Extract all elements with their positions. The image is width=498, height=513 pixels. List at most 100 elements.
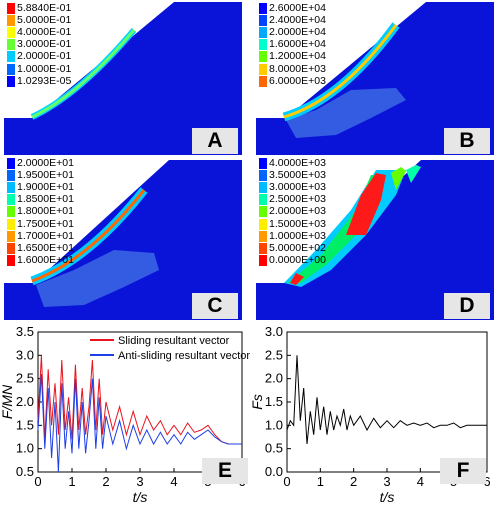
- legend-label: 1.8500E+01: [17, 193, 74, 206]
- legend-swatch: [259, 230, 267, 242]
- legend-entry: 2.0000E+04: [259, 26, 326, 38]
- legend-entry: 1.8000E+01: [7, 206, 74, 218]
- x-tick-label: 3: [136, 474, 143, 489]
- panel-c: 2.0000E+01 1.9500E+01 1.9000E+01 1.8500E+01…: [4, 155, 242, 320]
- y-tick-label: 3.0: [265, 324, 283, 339]
- panel-b: 2.6000E+04 2.4000E+04 2.0000E+04 1.6000E+04…: [256, 0, 494, 155]
- legend-label: 2.6000E+04: [269, 1, 326, 14]
- legend-label: 2.0000E-01: [17, 50, 72, 63]
- y-tick-label: 2.0: [16, 394, 34, 409]
- legend-entry: 1.7500E+01: [7, 218, 74, 230]
- series-line: [37, 355, 242, 445]
- contour-plot-d: [256, 160, 494, 320]
- legend-entry: 1.7000E+01: [7, 230, 74, 242]
- series-line: [286, 355, 487, 445]
- legend-entry: 3.0000E+03: [259, 181, 326, 193]
- legend-label: 1.6500E+01: [17, 241, 74, 254]
- legend-swatch: [7, 14, 15, 26]
- legend-entry: 1.5000E+03: [259, 218, 326, 230]
- legend-label: 3.0000E+03: [269, 180, 326, 193]
- legend-swatch: [259, 242, 267, 254]
- y-tick-label: 1.0: [265, 417, 283, 432]
- legend-swatch: [7, 194, 15, 206]
- legend-entry: 3.5000E+03: [259, 169, 326, 181]
- x-tick-label: 0: [283, 474, 290, 489]
- legend-entry: 3.0000E-01: [7, 39, 71, 51]
- panel-a: 5.8840E-01 5.0000E-01 4.0000E-01 3.0000E-01…: [4, 0, 242, 155]
- legend-label: 0.0000E+00: [269, 254, 326, 267]
- legend-swatch: [7, 51, 15, 63]
- x-tick-label: 2: [350, 474, 357, 489]
- legend-label: 1.9500E+01: [17, 168, 74, 181]
- legend-label: 6.0000E+03: [269, 74, 326, 87]
- legend-label: 5.0000E-01: [17, 13, 72, 26]
- x-tick-label: 2: [102, 474, 109, 489]
- legend-label: Anti-sliding resultant vector: [118, 350, 250, 362]
- x-axis-label: t/s: [380, 489, 395, 505]
- legend-swatch: [7, 242, 15, 254]
- x-tick-label: 1: [317, 474, 324, 489]
- y-tick-label: 1.5: [16, 417, 34, 432]
- legend-entry: 6.0000E+03: [259, 75, 326, 87]
- y-tick-label: 2.5: [16, 371, 34, 386]
- legend-entry: 8.0000E+03: [259, 63, 326, 75]
- legend-label: 3.0000E-01: [17, 38, 72, 51]
- legend-entry: 2.6000E+04: [259, 2, 326, 14]
- legend-swatch: [259, 169, 267, 181]
- legend-swatch: [7, 181, 15, 193]
- legend-label: 3.5000E+03: [269, 168, 326, 181]
- legend-entry: 1.9000E+01: [7, 181, 74, 193]
- y-tick-label: 1.5: [265, 394, 283, 409]
- y-tick-label: 1.0: [16, 441, 34, 456]
- y-tick-label: 0.5: [265, 441, 283, 456]
- y-tick-label: 2.5: [265, 347, 283, 362]
- legend-label: 4.0000E-01: [17, 25, 72, 38]
- legend-swatch: [259, 194, 267, 206]
- panel-label-f: F: [440, 458, 486, 484]
- y-tick-label: 2.0: [265, 371, 283, 386]
- legend-entry: 0.0000E+00: [259, 255, 326, 267]
- panel-label-e: E: [202, 458, 248, 484]
- y-axis-label: Fs: [250, 394, 265, 410]
- legend-swatch: [7, 2, 15, 14]
- legend-entry: 1.0000E+03: [259, 230, 326, 242]
- legend-entry: 1.0293E-05: [7, 75, 71, 87]
- legend-swatch: [259, 2, 267, 14]
- legend-entry: 2.4000E+04: [259, 14, 326, 26]
- legend-a: 5.8840E-01 5.0000E-01 4.0000E-01 3.0000E-01…: [7, 2, 71, 87]
- legend-entry: 5.8840E-01: [7, 2, 71, 14]
- x-axis-label: t/s: [133, 489, 148, 505]
- legend-swatch: [259, 39, 267, 51]
- legend-entry: 2.0000E+03: [259, 206, 326, 218]
- legend-entry: 2.0000E+01: [7, 157, 74, 169]
- y-tick-label: 3.5: [16, 324, 34, 339]
- legend-c: 2.0000E+01 1.9500E+01 1.9000E+01 1.8500E+01…: [7, 157, 74, 267]
- panel-label-c: C: [192, 293, 238, 319]
- legend-label: 1.5000E+03: [269, 217, 326, 230]
- legend-entry: 1.6500E+01: [7, 242, 74, 254]
- legend-swatch: [7, 230, 15, 242]
- legend-swatch: [7, 206, 15, 218]
- legend-swatch: [7, 169, 15, 181]
- legend-entry: 1.9500E+01: [7, 169, 74, 181]
- legend-label: 1.0000E-01: [17, 62, 72, 75]
- legend-swatch: [259, 206, 267, 218]
- x-tick-label: 4: [170, 474, 177, 489]
- legend-swatch: [259, 51, 267, 63]
- legend-entry: 5.0000E-01: [7, 14, 71, 26]
- legend-entry: 2.0000E-01: [7, 51, 71, 63]
- contour-plot-displacement: [4, 2, 242, 155]
- legend-entry: 2.5000E+03: [259, 194, 326, 206]
- y-axis-label: F/MN: [0, 384, 15, 419]
- x-tick-label: 0: [34, 474, 41, 489]
- legend-label: 1.6000E+04: [269, 38, 326, 51]
- legend-swatch: [259, 26, 267, 38]
- legend-swatch: [259, 157, 267, 169]
- legend-label: 1.7500E+01: [17, 217, 74, 230]
- contour-plot-stress: [256, 2, 494, 155]
- legend-swatch: [7, 75, 15, 87]
- legend-swatch: [259, 181, 267, 193]
- legend-label: 2.4000E+04: [269, 13, 326, 26]
- legend-label: 1.8000E+01: [17, 205, 74, 218]
- panel-label-b: B: [444, 128, 490, 154]
